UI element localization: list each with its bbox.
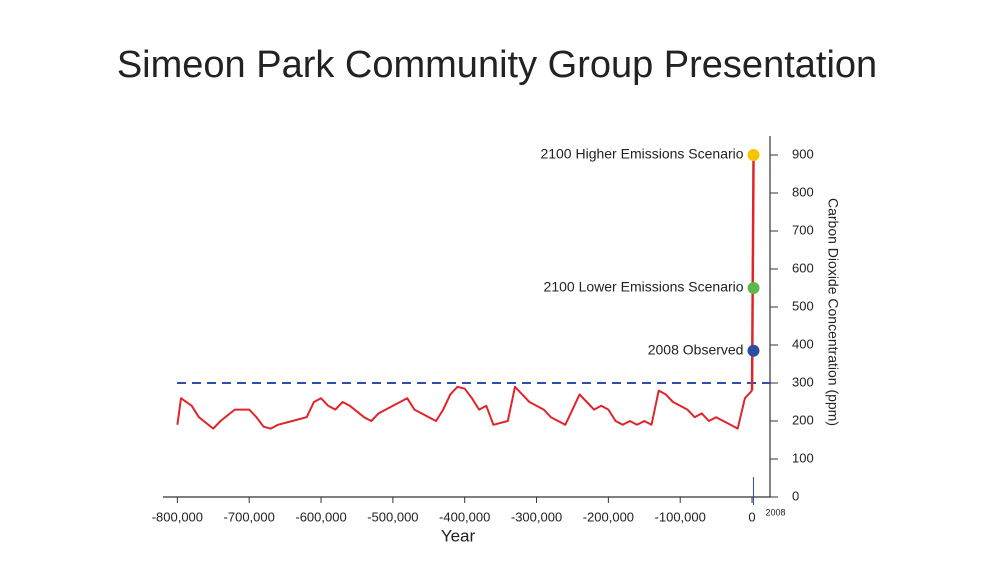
scenario-point	[747, 282, 760, 294]
slide-title: Simeon Park Community Group Presentation	[117, 44, 877, 86]
scenario-point	[747, 149, 760, 161]
x-tick-label: -600,000	[295, 509, 346, 524]
y-tick-label: 500	[792, 298, 814, 313]
scenario-point	[747, 344, 760, 357]
y-tick-label: 100	[792, 450, 814, 465]
co2-line	[176, 385, 753, 430]
y-tick-label: 800	[792, 184, 814, 199]
scenario-label: 2100 Higher Emissions Scenario	[540, 146, 743, 162]
scenario-label: 2100 Lower Emissions Scenario	[544, 279, 744, 295]
x-tick-label: -300,000	[511, 509, 562, 524]
y-tick-label: 300	[792, 374, 814, 389]
scenario-label: 2008 Observed	[648, 341, 744, 357]
x-axis-label: Year	[441, 526, 476, 545]
x-tick-label: -200,000	[583, 509, 634, 524]
x-tick-label: -700,000	[224, 509, 275, 524]
y-tick-label: 200	[792, 412, 814, 427]
x-marker-label: 2008	[765, 507, 785, 517]
y-tick-label: 600	[792, 260, 814, 275]
x-tick-label: -800,000	[152, 509, 203, 524]
x-tick-label: -400,000	[439, 509, 490, 524]
y-axis-label: Carbon Dioxide Concentration (ppm)	[825, 198, 841, 426]
x-tick-label: -500,000	[367, 509, 418, 524]
x-tick-label: 0	[748, 509, 755, 524]
x-tick-label: -100,000	[655, 509, 706, 524]
y-tick-label: 400	[792, 336, 814, 351]
y-tick-label: 0	[792, 488, 799, 503]
y-tick-label: 700	[792, 222, 814, 237]
y-tick-label: 900	[792, 146, 814, 161]
